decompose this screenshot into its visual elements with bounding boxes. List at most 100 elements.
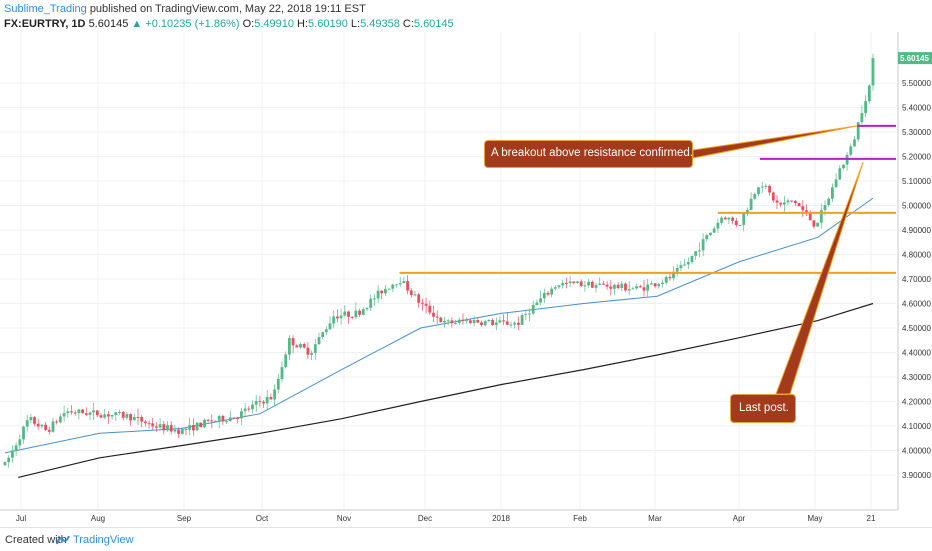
author-link[interactable]: Sublime_Trading [4, 3, 87, 15]
candle-up [25, 420, 29, 427]
candle-down [291, 338, 295, 346]
candle-down [140, 417, 144, 422]
candle-down [147, 423, 151, 425]
price-tick-label: 4.10000 [902, 422, 931, 431]
annotation-last-post[interactable]: Last post. [730, 394, 796, 423]
price-tick-label: 3.90000 [902, 471, 931, 480]
candle-up [498, 320, 502, 323]
candle-up [657, 284, 661, 287]
candle-up [831, 187, 834, 199]
price-change: ▲ +0.10235 (+1.86%) [131, 18, 240, 30]
candle-up [310, 353, 313, 355]
time-tick-label: May [807, 514, 822, 523]
candle-down [380, 290, 384, 294]
candle-up [369, 298, 373, 308]
price-tick-label: 5.20000 [902, 153, 931, 162]
candle-down [232, 417, 236, 419]
candles [3, 53, 875, 468]
candle-up [757, 187, 760, 195]
candle-down [779, 202, 783, 205]
candle-up [217, 415, 221, 421]
candle-up [620, 283, 624, 288]
candle-up [528, 313, 531, 315]
price-tick-label: 5.30000 [902, 128, 931, 137]
candle-down [624, 283, 627, 291]
candle-down [731, 217, 734, 221]
candle-down [258, 401, 262, 403]
candle-up [265, 397, 269, 404]
candle-up [694, 251, 698, 256]
candle-up [494, 322, 498, 326]
candle-up [173, 429, 177, 432]
price-tick-label: 5.00000 [902, 202, 931, 211]
candle-up [816, 222, 819, 227]
candle-down [461, 319, 465, 321]
candle-up [251, 404, 254, 410]
candle-down [84, 413, 88, 415]
candle-up [88, 412, 92, 415]
candle-up [675, 268, 679, 272]
open-label: O: [242, 18, 255, 30]
price-axis: 5.50000 5.40000 5.30000 5.20000 5.10000 5.000… [902, 79, 931, 480]
candle-up [539, 298, 542, 303]
candle-down [480, 322, 483, 325]
annotation-breakout[interactable]: A breakout above resistance confirmed. [484, 140, 693, 168]
callout-pointer-last-post [775, 161, 864, 395]
candle-up [760, 186, 764, 188]
high-label: H: [297, 18, 309, 30]
candle-down [579, 281, 583, 286]
candle-down [47, 429, 51, 432]
candle-up [465, 320, 469, 322]
price-chart[interactable]: 5.50000 5.40000 5.30000 5.20000 5.10000 5.000… [0, 0, 932, 527]
candle-up [391, 284, 395, 289]
candle-up [14, 445, 18, 451]
low-value: 5.49358 [360, 18, 400, 30]
candle-up [118, 412, 121, 413]
tradingview-brand[interactable]: TradingView [73, 534, 134, 546]
candle-up [395, 284, 398, 286]
candle-up [125, 414, 129, 418]
candle-up [214, 420, 217, 422]
candle-down [236, 418, 240, 419]
candle-up [11, 450, 14, 458]
candle-up [66, 411, 70, 414]
candle-up [180, 428, 184, 434]
candle-down [136, 416, 140, 418]
tradingview-logo-icon [56, 533, 70, 551]
price-tick-label: 4.60000 [902, 300, 931, 309]
time-tick-label: 2018 [492, 514, 510, 523]
candle-up [542, 292, 546, 299]
price-tick-label: 4.00000 [902, 447, 931, 456]
candle-up [22, 426, 25, 440]
candle-up [243, 408, 247, 412]
candle-up [535, 302, 539, 306]
candle-up [867, 85, 871, 102]
candle-up [313, 344, 317, 353]
candle-up [764, 185, 768, 187]
candle-up [339, 315, 343, 319]
candle-down [210, 420, 214, 422]
candle-up [402, 281, 406, 284]
candle-up [103, 414, 107, 418]
candle-down [771, 192, 775, 201]
candle-down [616, 284, 620, 288]
time-tick-label: Dec [418, 514, 432, 523]
candle-up [513, 322, 517, 325]
candle-up [299, 344, 302, 348]
candle-up [709, 232, 712, 236]
time-tick-label: Feb [573, 514, 587, 523]
price-tick-label: 5.10000 [902, 177, 931, 186]
price-tick-label: 4.80000 [902, 251, 931, 260]
candle-down [609, 286, 613, 289]
candle-up [753, 194, 757, 199]
candle-up [288, 338, 291, 355]
candle-up [483, 321, 487, 326]
grid [0, 32, 896, 510]
candle-up [720, 217, 723, 223]
candle-up [587, 281, 590, 286]
candle-down [221, 415, 225, 422]
candle-down [36, 423, 40, 427]
candle-up [158, 424, 162, 428]
candle-down [638, 286, 642, 288]
candle-up [7, 457, 11, 463]
